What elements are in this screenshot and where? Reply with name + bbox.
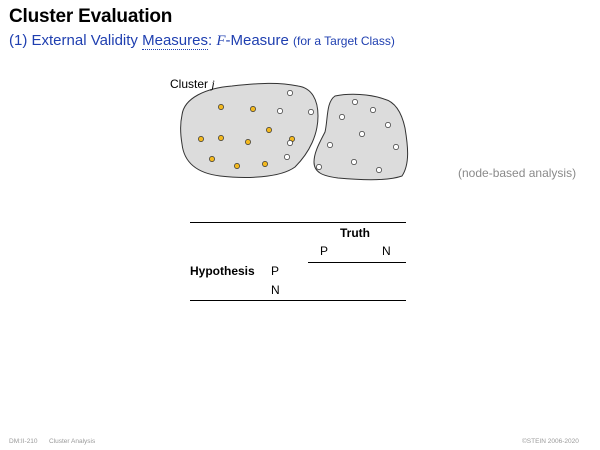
subtitle-colon: : [207, 32, 217, 49]
other-node [370, 107, 376, 113]
target-node [234, 163, 240, 169]
hypothesis-row-p: P [271, 264, 280, 278]
other-node [327, 142, 333, 148]
cluster-illustration [180, 82, 409, 181]
subtitle-qualifier: (for a Target Class) [293, 34, 395, 48]
other-node [287, 90, 293, 96]
measures-link[interactable]: Measures [142, 32, 208, 50]
slide-title: Cluster Evaluation [9, 6, 173, 27]
target-node [262, 161, 268, 167]
truth-col-p: P [320, 244, 329, 258]
target-node [218, 135, 224, 141]
other-node [393, 144, 399, 150]
other-node [351, 159, 357, 165]
footer-section: Cluster Analysis [49, 438, 96, 445]
other-node [284, 154, 290, 160]
f-symbol: F [216, 33, 226, 49]
other-node [277, 108, 283, 114]
hypothesis-row-n: N [271, 283, 280, 297]
other-node [376, 167, 382, 173]
table-bottom-rule [190, 300, 406, 301]
target-node [266, 127, 272, 133]
other-node [316, 164, 322, 170]
other-node [385, 122, 391, 128]
truth-header: Truth [340, 226, 370, 240]
target-node [198, 136, 204, 142]
truth-col-n: N [382, 244, 391, 258]
target-node [218, 104, 224, 110]
other-node [308, 109, 314, 115]
other-node [359, 131, 365, 137]
subtitle-prefix: (1) External Validity [9, 32, 143, 49]
other-node [287, 140, 293, 146]
hypothesis-header: Hypothesis [190, 264, 255, 278]
cluster-label-text: Cluster [170, 77, 212, 91]
footer-copyright: ©STEIN 2006-2020 [522, 438, 579, 445]
other-class-nodes [277, 90, 399, 173]
table-top-rule [190, 222, 406, 223]
table-mid-rule [308, 262, 406, 263]
target-class-nodes [198, 104, 295, 169]
node-based-note: (node-based analysis) [458, 166, 577, 180]
target-node [250, 106, 256, 112]
footer-slide-id: DM:II-210 [9, 438, 38, 445]
cluster-j-label: Cluster j [170, 77, 215, 92]
target-node [209, 156, 215, 162]
other-node [339, 114, 345, 120]
cluster-j-blob [180, 82, 319, 178]
other-node [352, 99, 358, 105]
subtitle-rest: -Measure [225, 32, 294, 49]
other-cluster-blob [313, 93, 409, 181]
target-node [245, 139, 251, 145]
cluster-var: j [211, 77, 215, 91]
slide-subtitle: (1) External Validity Measures: F-Measur… [9, 32, 395, 50]
